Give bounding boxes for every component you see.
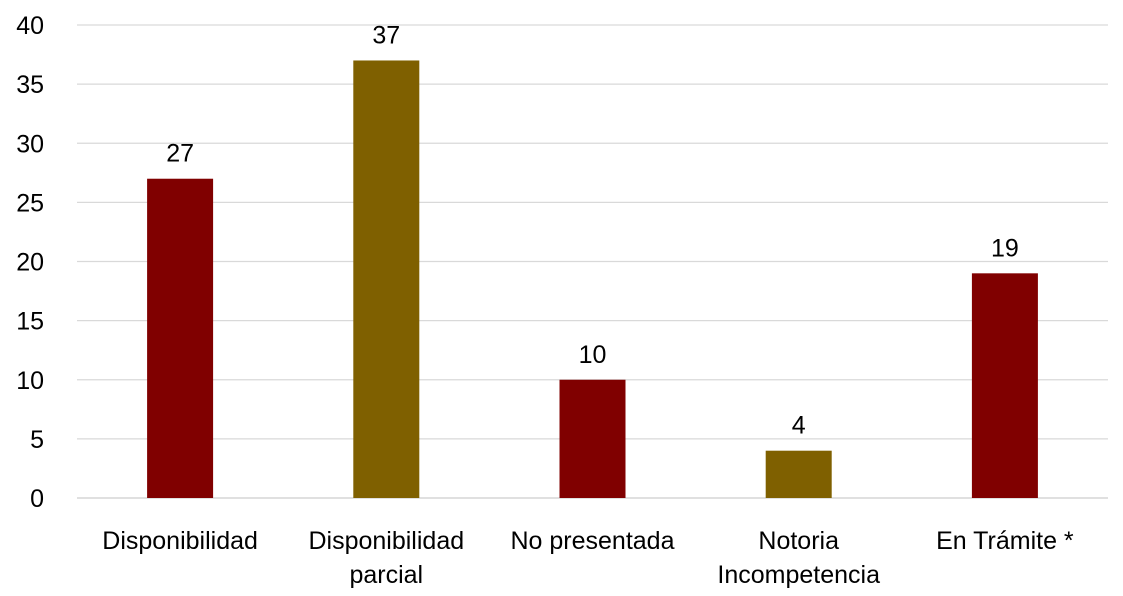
bar xyxy=(353,60,420,498)
category-label: Notoria xyxy=(758,527,839,555)
data-labels: 27 37 10 4 19 xyxy=(166,21,1019,439)
bar xyxy=(971,273,1038,498)
bar xyxy=(765,450,832,498)
y-tick-label: 25 xyxy=(16,189,44,217)
x-axis-categories: Disponibilidad Disponibilidad parcial No pr… xyxy=(102,527,1074,589)
data-label: 37 xyxy=(372,21,400,49)
data-label: 27 xyxy=(166,140,194,168)
y-tick-label: 40 xyxy=(16,12,44,40)
y-tick-label: 0 xyxy=(30,485,44,513)
category-label: Disponibilidad xyxy=(308,527,464,555)
category-label: parcial xyxy=(349,561,423,589)
y-tick-label: 10 xyxy=(16,367,44,395)
data-label: 19 xyxy=(991,234,1019,262)
y-tick-label: 15 xyxy=(16,308,44,336)
category-label: Disponibilidad xyxy=(102,527,258,555)
bars xyxy=(147,60,1038,498)
y-tick-label: 35 xyxy=(16,71,44,99)
bar xyxy=(147,178,214,498)
y-tick-label: 20 xyxy=(16,249,44,277)
y-axis-ticks: 0 5 10 15 20 25 30 35 40 xyxy=(16,12,44,513)
gridlines xyxy=(77,24,1108,499)
y-tick-label: 5 xyxy=(30,426,44,454)
category-label: No presentada xyxy=(510,527,674,555)
data-label: 4 xyxy=(792,412,806,440)
data-label: 10 xyxy=(579,341,607,369)
category-label: En Trámite * xyxy=(936,527,1074,555)
category-label: Incompetencia xyxy=(717,561,880,589)
bar xyxy=(559,379,626,498)
y-tick-label: 30 xyxy=(16,130,44,158)
